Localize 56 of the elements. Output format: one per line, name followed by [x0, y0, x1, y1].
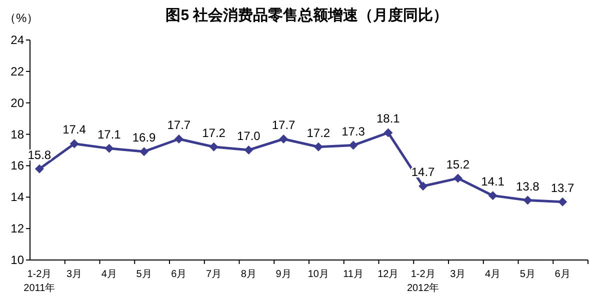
point — [104, 144, 114, 153]
chart-title: 图5 社会消费品零售总额增速（月度同比） — [166, 6, 448, 24]
y-tick-label: 16 — [10, 158, 24, 173]
x-tick-label: 7月 — [206, 269, 222, 280]
x-tick-label: 4月 — [485, 269, 501, 280]
x-tick-label: 11月 — [343, 269, 364, 280]
y-tick-label: 20 — [10, 96, 24, 110]
point — [209, 142, 218, 152]
x-tick-label: 6月 — [554, 269, 570, 280]
y-axis-title: （%） — [4, 11, 39, 25]
point — [34, 164, 44, 174]
point — [279, 134, 288, 144]
data-label: 18.1 — [376, 112, 400, 126]
data-label: 17.7 — [167, 118, 191, 132]
data-label: 17.7 — [272, 118, 296, 132]
x-tick-label: 10月 — [308, 269, 329, 280]
point — [384, 128, 393, 138]
x-tick-label: 3月 — [450, 269, 466, 280]
y-tick-label: 22 — [10, 64, 24, 78]
point — [488, 191, 498, 200]
data-label: 17.1 — [98, 127, 122, 142]
point — [418, 182, 428, 191]
point — [453, 174, 462, 183]
data-label: 17.2 — [306, 126, 330, 140]
x-tick-label: 9月 — [276, 269, 292, 280]
x-tick-label: 6月 — [171, 269, 187, 280]
data-label: 16.9 — [132, 130, 156, 145]
data-label: 17.4 — [62, 122, 86, 137]
y-tick-label: 14 — [10, 190, 24, 204]
y-tick-label: 10 — [10, 253, 24, 267]
point — [174, 134, 184, 144]
y-tick-label: 12 — [10, 222, 24, 236]
point — [558, 197, 568, 206]
data-label: 13.8 — [516, 179, 540, 194]
point — [70, 139, 79, 148]
data-label: 14.1 — [481, 174, 505, 189]
y-tick-label: 24 — [10, 33, 24, 47]
x-tick-label: 12月 — [378, 269, 399, 280]
data-label: 17.3 — [342, 124, 366, 138]
x-tick-label: 1-2月 2011年 — [24, 269, 56, 294]
x-tick-label: 5月 — [136, 269, 152, 280]
x-tick-label: 8月 — [240, 269, 256, 280]
x-tick-label: 3月 — [66, 269, 82, 280]
point — [523, 196, 532, 205]
data-label: 13.7 — [550, 180, 575, 195]
y-tick-label: 18 — [10, 127, 24, 142]
point — [314, 142, 323, 152]
point — [140, 147, 149, 156]
data-label: 17.0 — [237, 129, 261, 143]
point — [244, 146, 254, 154]
data-label: 15.2 — [446, 157, 470, 172]
point — [348, 140, 358, 150]
x-tick-label: 4月 — [101, 269, 117, 280]
x-tick-label: 5月 — [520, 269, 536, 280]
x-tick-label: 1-2月 2012年 — [406, 269, 440, 294]
data-label: 17.2 — [202, 126, 226, 140]
